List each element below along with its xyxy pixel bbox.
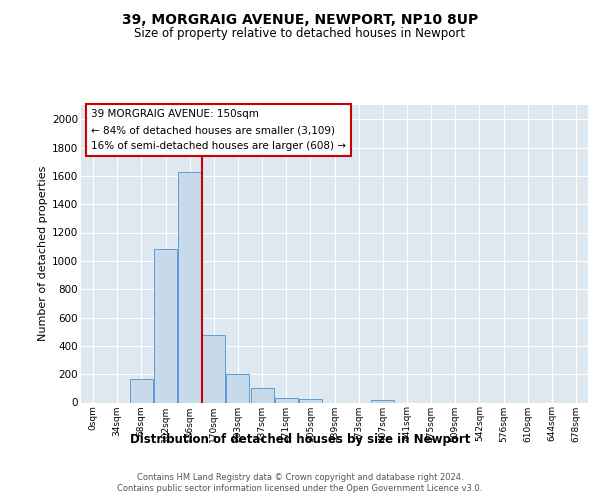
- Text: Distribution of detached houses by size in Newport: Distribution of detached houses by size …: [130, 432, 470, 446]
- Text: 39, MORGRAIG AVENUE, NEWPORT, NP10 8UP: 39, MORGRAIG AVENUE, NEWPORT, NP10 8UP: [122, 12, 478, 26]
- Text: Contains HM Land Registry data © Crown copyright and database right 2024.: Contains HM Land Registry data © Crown c…: [137, 472, 463, 482]
- Bar: [178, 172, 201, 402]
- Bar: [226, 374, 250, 402]
- Text: Size of property relative to detached houses in Newport: Size of property relative to detached ho…: [134, 28, 466, 40]
- Bar: [275, 398, 298, 402]
- Y-axis label: Number of detached properties: Number of detached properties: [38, 166, 48, 342]
- Bar: [251, 388, 274, 402]
- Bar: [202, 334, 225, 402]
- Bar: [130, 379, 153, 402]
- Bar: [371, 400, 394, 402]
- Bar: [154, 249, 177, 402]
- Bar: [299, 399, 322, 402]
- Text: 39 MORGRAIG AVENUE: 150sqm
← 84% of detached houses are smaller (3,109)
16% of s: 39 MORGRAIG AVENUE: 150sqm ← 84% of deta…: [91, 110, 346, 150]
- Text: Contains public sector information licensed under the Open Government Licence v3: Contains public sector information licen…: [118, 484, 482, 493]
